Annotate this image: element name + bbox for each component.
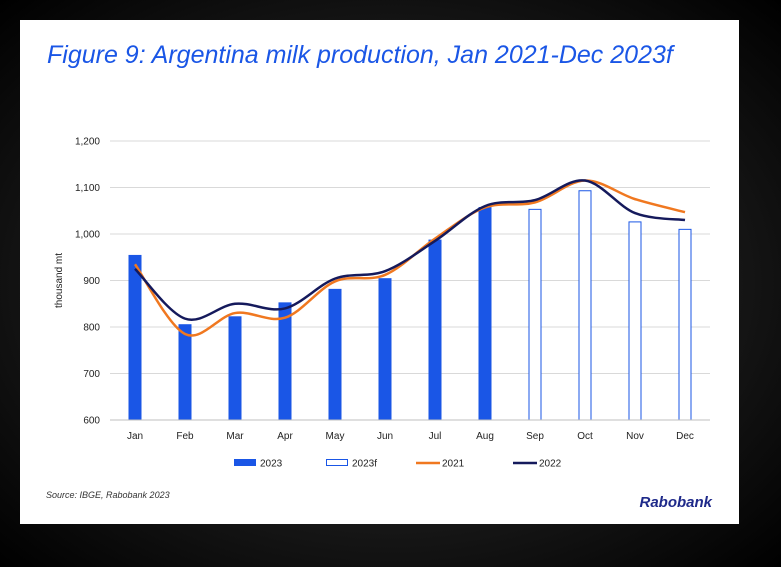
bar-2023	[328, 288, 342, 420]
legend-label-2023f: 2023f	[352, 459, 377, 470]
y-axis-label: thousand mt	[54, 253, 65, 308]
bar-2023	[378, 278, 392, 420]
x-tick-label: Mar	[226, 431, 244, 442]
bar-2023	[228, 316, 242, 420]
bar-2023f	[578, 190, 592, 421]
bar-2023f	[628, 221, 642, 421]
legend-swatch-2023f	[326, 459, 348, 466]
legend-swatch-2023	[234, 459, 256, 466]
x-tick-label: Apr	[277, 431, 293, 442]
bar-2023	[278, 302, 292, 420]
legend-label-2023: 2023	[260, 459, 283, 470]
y-tick-label: 1,200	[75, 137, 100, 148]
y-tick-label: 700	[83, 369, 100, 380]
x-tick-label: Oct	[577, 431, 593, 442]
chart-title: Figure 9: Argentina milk production, Jan…	[47, 41, 673, 69]
line-2022	[134, 179, 686, 321]
y-tick-label: 600	[83, 416, 100, 427]
chart-svg: 600 700 800 900 1,000 1,100 1,200 thousand mt Ja…	[54, 137, 710, 470]
chart-card: Figure 9: Argentina milk production, Jan…	[20, 20, 739, 524]
y-tick-label: 800	[83, 323, 100, 334]
x-tick-label: Jan	[127, 431, 143, 442]
bar-2023	[178, 324, 192, 420]
bar-2023	[478, 207, 492, 420]
x-tick-label: Feb	[176, 431, 194, 442]
x-tick-label: Jun	[377, 431, 393, 442]
legend-label-2021: 2021	[442, 459, 465, 470]
y-tick-label: 1,100	[75, 183, 100, 194]
bar-2023	[128, 254, 142, 420]
x-tick-label: Sep	[526, 431, 544, 442]
x-tick-label: Aug	[476, 431, 494, 442]
bar-2023f	[528, 208, 542, 421]
bar-2023	[428, 239, 442, 420]
source-note: Source: IBGE, Rabobank 2023	[46, 490, 170, 500]
x-tick-label: Jul	[429, 431, 442, 442]
y-tick-label: 1,000	[75, 230, 100, 241]
legend-label-2022: 2022	[539, 459, 562, 470]
x-tick-label: May	[326, 431, 345, 442]
x-tick-label: Dec	[676, 431, 694, 442]
rabobank-logo: Rabobank	[639, 494, 712, 511]
y-tick-label: 900	[83, 276, 100, 287]
x-tick-label: Nov	[626, 431, 644, 442]
bar-2023f	[678, 228, 692, 421]
